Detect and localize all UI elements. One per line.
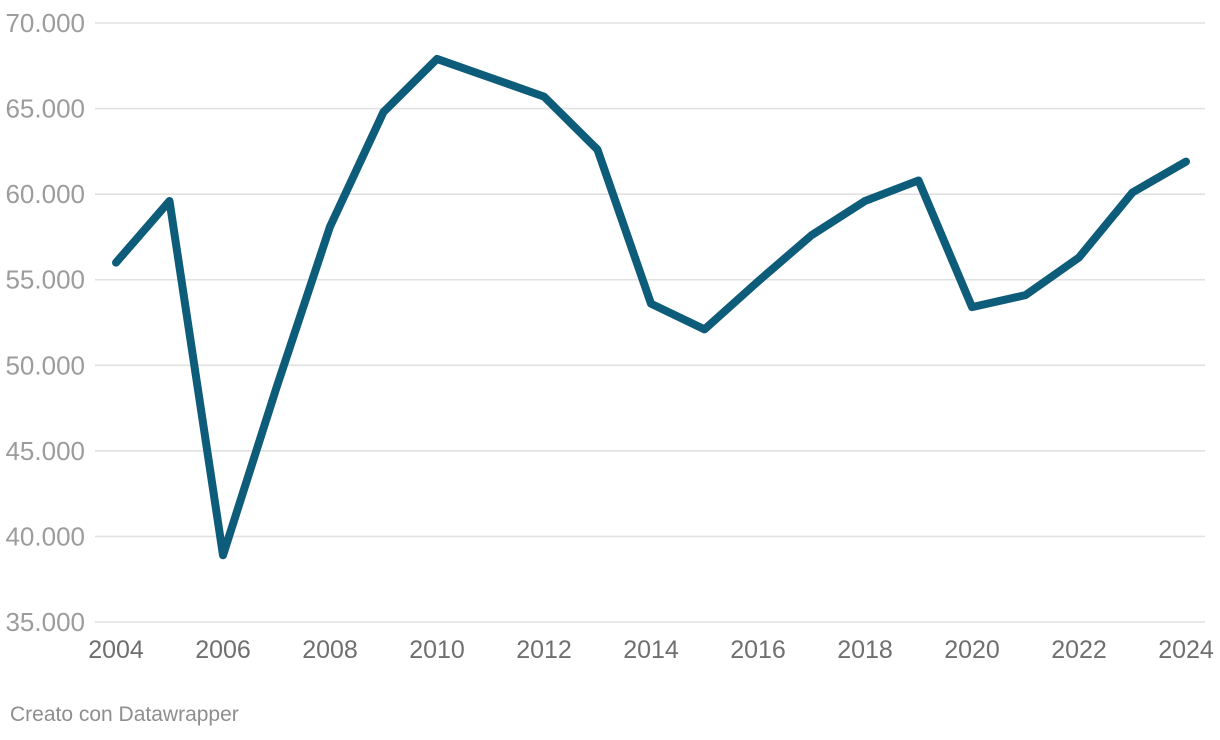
y-tick-label: 65.000 <box>5 94 85 124</box>
x-tick-label: 2012 <box>516 636 572 664</box>
x-tick-label: 2024 <box>1158 636 1214 664</box>
x-tick-label: 2018 <box>837 636 893 664</box>
y-tick-label: 70.000 <box>5 8 85 38</box>
attribution-text: Creato con Datawrapper <box>10 703 239 726</box>
line-chart: 70.000 65.000 60.000 55.000 50.000 45.000 40.0… <box>5 8 1214 664</box>
x-tick-label: 2022 <box>1051 636 1107 664</box>
x-tick-label: 2004 <box>88 636 144 664</box>
y-tick-label: 35.000 <box>5 607 85 637</box>
x-tick-label: 2014 <box>623 636 679 664</box>
x-tick-label: 2016 <box>730 636 786 664</box>
y-tick-label: 60.000 <box>5 179 85 209</box>
y-tick-label: 50.000 <box>5 350 85 380</box>
x-tick-label: 2008 <box>302 636 358 664</box>
x-tick-label: 2006 <box>195 636 251 664</box>
x-tick-label: 2010 <box>409 636 465 664</box>
y-tick-label: 45.000 <box>5 436 85 466</box>
y-tick-label: 55.000 <box>5 265 85 295</box>
x-tick-label: 2020 <box>944 636 1000 664</box>
y-tick-label: 40.000 <box>5 521 85 551</box>
data-line <box>112 54 1190 560</box>
